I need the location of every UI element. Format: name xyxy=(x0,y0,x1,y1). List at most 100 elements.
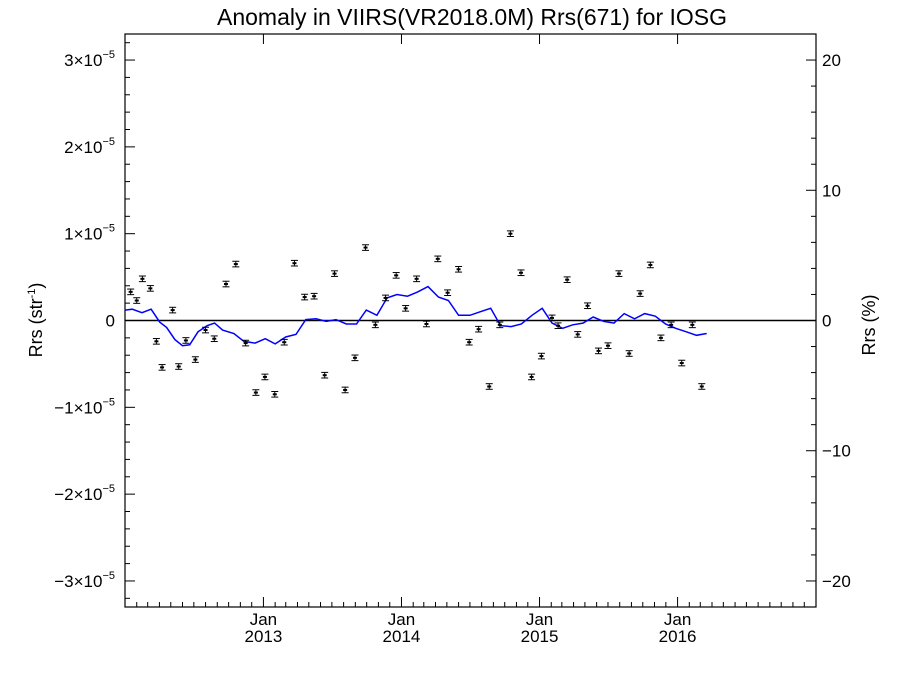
data-point xyxy=(272,393,277,396)
y-tick-mantissa: 1×10 xyxy=(64,225,102,244)
data-point xyxy=(233,263,238,266)
data-point xyxy=(424,322,429,325)
x-tick-month: Jan xyxy=(526,610,553,629)
x-tick-year: 2015 xyxy=(521,627,559,646)
y-tick-exponent: −5 xyxy=(102,570,115,582)
data-point xyxy=(148,287,153,290)
y2-tick-label: 20 xyxy=(822,51,841,70)
data-point xyxy=(550,316,555,319)
y-tick-exponent: −5 xyxy=(102,49,115,61)
data-point xyxy=(497,323,502,326)
y-tick-label: −3×10−5 xyxy=(54,570,115,591)
y-tick-label: 0 xyxy=(106,312,115,331)
y-tick-mantissa: −3×10 xyxy=(54,572,102,591)
y-tick-mantissa: 3×10 xyxy=(64,51,102,70)
data-point xyxy=(565,278,570,281)
plot-area: −3×10−5−2×10−5−1×10−501×10−52×10−53×10−5… xyxy=(54,33,851,646)
data-point xyxy=(383,296,388,299)
data-point xyxy=(302,296,307,299)
data-point xyxy=(154,340,159,343)
x-tick-month: Jan xyxy=(388,610,415,629)
data-point xyxy=(193,358,198,361)
data-point xyxy=(585,304,590,307)
y-tick-label: −1×10−5 xyxy=(54,396,115,417)
y-axis-label-text: Rrs (str xyxy=(26,298,46,357)
y-tick-exponent: −5 xyxy=(102,136,115,148)
data-point xyxy=(539,355,544,358)
data-point xyxy=(518,271,523,274)
y-tick-mantissa: −1×10 xyxy=(54,398,102,417)
data-point xyxy=(322,374,327,377)
y-tick-label: 2×10−5 xyxy=(64,136,115,157)
data-point xyxy=(343,388,348,391)
y2-axis-label: Rrs (%) xyxy=(859,295,879,356)
x-tick-month: Jan xyxy=(664,610,691,629)
data-point xyxy=(435,257,440,260)
y-tick-label: 3×10−5 xyxy=(64,49,115,70)
data-point xyxy=(508,232,513,235)
data-point xyxy=(352,356,357,359)
data-point xyxy=(699,385,704,388)
x-tick-year: 2014 xyxy=(383,627,421,646)
data-point xyxy=(176,365,181,368)
y-tick-label: −2×10−5 xyxy=(54,483,115,504)
data-point xyxy=(605,344,610,347)
data-point xyxy=(658,336,663,339)
y2-tick-label: −20 xyxy=(822,572,851,591)
y-tick-mantissa: −2×10 xyxy=(54,485,102,504)
data-point xyxy=(373,323,378,326)
data-point xyxy=(616,272,621,275)
y-tick-exponent: −5 xyxy=(102,396,115,408)
data-point xyxy=(575,333,580,336)
data-point xyxy=(456,268,461,271)
x-tick-year: 2013 xyxy=(245,627,283,646)
data-point xyxy=(253,391,258,394)
y2-tick-label: 10 xyxy=(822,181,841,200)
y-axis-label-close: ) xyxy=(26,283,46,289)
data-point xyxy=(223,283,228,286)
data-point xyxy=(445,291,450,294)
data-point xyxy=(627,352,632,355)
data-point xyxy=(363,246,368,249)
data-point xyxy=(529,375,534,378)
chart-title: Anomaly in VIIRS(VR2018.0M) Rrs(671) for… xyxy=(217,4,727,30)
y-axis-label: Rrs (str-1) xyxy=(26,283,46,358)
data-point xyxy=(243,342,248,345)
data-point xyxy=(183,339,188,342)
data-point xyxy=(394,274,399,277)
y-tick-exponent: −5 xyxy=(102,223,115,235)
data-point xyxy=(679,362,684,365)
data-point xyxy=(140,277,145,280)
data-point xyxy=(556,324,561,327)
data-point xyxy=(332,272,337,275)
data-point xyxy=(170,309,175,312)
data-point xyxy=(128,290,133,293)
data-point xyxy=(414,277,419,280)
data-point xyxy=(638,292,643,295)
data-point xyxy=(282,341,287,344)
data-point xyxy=(292,262,297,265)
y-tick-exponent: −5 xyxy=(102,483,115,495)
x-tick-year: 2016 xyxy=(659,627,697,646)
data-point xyxy=(212,337,217,340)
rolling-mean-line xyxy=(124,285,707,347)
data-point xyxy=(487,385,492,388)
y-tick-mantissa: 2×10 xyxy=(64,138,102,157)
x-tick-month: Jan xyxy=(250,610,277,629)
data-point xyxy=(312,295,317,298)
data-point xyxy=(403,307,408,310)
data-point xyxy=(648,263,653,266)
data-point xyxy=(160,366,165,369)
data-point xyxy=(262,375,267,378)
y2-tick-label: −10 xyxy=(822,442,851,461)
data-point xyxy=(669,323,674,326)
y2-tick-label: 0 xyxy=(822,312,831,331)
data-point xyxy=(134,299,139,302)
data-point xyxy=(476,328,481,331)
y-tick-label: 1×10−5 xyxy=(64,223,115,244)
y-tick-mantissa: 0 xyxy=(106,312,115,331)
y-axis-label-exponent: -1 xyxy=(26,289,38,299)
data-point xyxy=(690,323,695,326)
data-point xyxy=(203,329,208,332)
